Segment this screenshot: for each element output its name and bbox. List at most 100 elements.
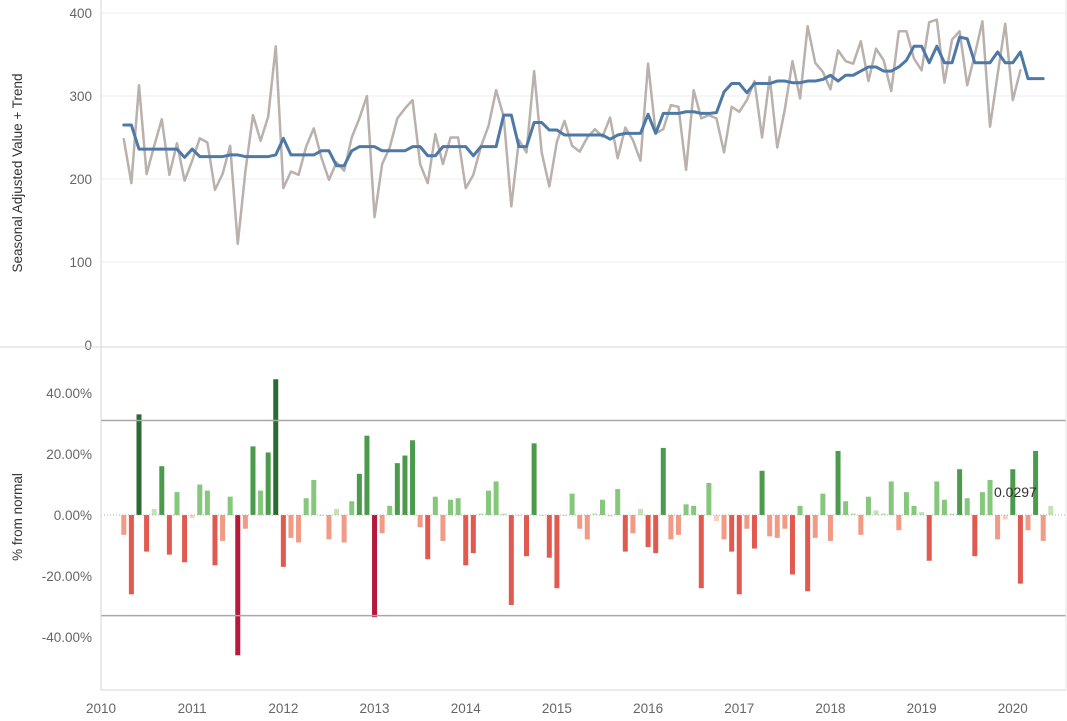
bar bbox=[539, 515, 545, 516]
bar bbox=[934, 481, 940, 515]
bar bbox=[182, 515, 188, 563]
x-tick-label: 2011 bbox=[178, 701, 207, 716]
bar bbox=[174, 492, 180, 516]
bar bbox=[554, 515, 560, 589]
bar bbox=[751, 515, 757, 549]
bottom-y-tick-label: 40.00% bbox=[46, 386, 92, 401]
bar bbox=[425, 515, 431, 560]
bar bbox=[964, 498, 970, 515]
bar bbox=[919, 511, 925, 515]
bar bbox=[136, 414, 142, 515]
bar bbox=[926, 515, 932, 561]
x-tick-label: 2010 bbox=[86, 701, 116, 716]
value-line bbox=[122, 18, 1022, 245]
bar bbox=[729, 515, 735, 552]
bar bbox=[159, 466, 165, 515]
bar bbox=[767, 515, 773, 537]
bar bbox=[820, 493, 826, 515]
bar bbox=[873, 510, 879, 515]
bar bbox=[843, 501, 849, 515]
x-tick-label: 2016 bbox=[633, 701, 663, 716]
bar bbox=[562, 515, 567, 516]
bar bbox=[242, 515, 248, 529]
x-tick-label: 2015 bbox=[542, 701, 572, 716]
bar bbox=[653, 515, 659, 554]
bar bbox=[660, 447, 666, 515]
bar bbox=[789, 515, 795, 575]
bar bbox=[493, 481, 499, 515]
bar bbox=[166, 515, 172, 555]
bar bbox=[1033, 450, 1039, 515]
bar bbox=[486, 490, 492, 515]
bar bbox=[280, 515, 286, 567]
bar bbox=[212, 515, 218, 566]
bar bbox=[372, 515, 378, 618]
bar bbox=[911, 505, 917, 515]
bar bbox=[569, 493, 575, 515]
bar bbox=[827, 515, 833, 541]
bar bbox=[394, 463, 400, 515]
bar bbox=[220, 515, 226, 541]
bar bbox=[835, 450, 841, 515]
x-tick-label: 2019 bbox=[907, 701, 937, 716]
bar bbox=[440, 515, 446, 541]
top-line-series bbox=[122, 18, 1045, 245]
bar bbox=[782, 515, 788, 529]
bar bbox=[622, 515, 628, 552]
bar bbox=[721, 515, 727, 540]
bar bbox=[250, 446, 256, 516]
bar bbox=[508, 515, 514, 605]
x-tick-label: 2013 bbox=[360, 701, 390, 716]
bar bbox=[1002, 515, 1008, 520]
bar bbox=[197, 484, 203, 515]
bar bbox=[858, 515, 864, 535]
bar bbox=[774, 515, 780, 538]
bar bbox=[759, 470, 765, 515]
bar bbox=[432, 496, 438, 515]
bar bbox=[311, 479, 317, 515]
bar bbox=[410, 440, 416, 515]
bar bbox=[797, 505, 803, 515]
bar bbox=[524, 515, 530, 557]
bar bbox=[546, 515, 552, 558]
bar bbox=[957, 469, 963, 515]
top-panel: 0 100 200 300 400 Seasonal Adjusted Value + … bbox=[10, 6, 1066, 353]
top-y-tick-labels: 0 100 200 300 400 bbox=[69, 6, 92, 353]
bar bbox=[668, 515, 674, 540]
bar bbox=[478, 513, 484, 515]
bar bbox=[1010, 469, 1016, 515]
last-value-annotation: 0.0297 bbox=[994, 484, 1037, 500]
bar bbox=[334, 508, 340, 515]
bar bbox=[151, 508, 157, 515]
bar bbox=[1048, 505, 1054, 515]
bar bbox=[865, 496, 871, 515]
bottom-bars bbox=[121, 379, 1054, 656]
bar bbox=[204, 490, 210, 515]
bottom-y-tick-label: -20.00% bbox=[42, 569, 92, 584]
top-y-tick-label: 400 bbox=[69, 6, 92, 21]
top-y-tick-label: 300 bbox=[69, 89, 92, 104]
bar bbox=[683, 504, 689, 515]
bar bbox=[584, 515, 590, 540]
bar bbox=[258, 490, 264, 515]
bar bbox=[463, 515, 469, 566]
bar bbox=[501, 513, 507, 515]
bar bbox=[691, 505, 697, 515]
bar bbox=[1017, 515, 1023, 584]
bar bbox=[349, 501, 355, 515]
top-y-tick-label: 100 bbox=[69, 255, 92, 270]
bar bbox=[698, 515, 704, 589]
bar bbox=[637, 508, 643, 515]
bar bbox=[235, 515, 241, 656]
bar bbox=[379, 515, 385, 534]
bar bbox=[577, 515, 583, 529]
bar bbox=[850, 513, 856, 515]
bar bbox=[888, 481, 894, 515]
bar bbox=[592, 513, 598, 515]
bar bbox=[417, 515, 423, 528]
bar bbox=[364, 435, 370, 515]
top-gridlines bbox=[101, 12, 1066, 263]
bar bbox=[713, 515, 719, 522]
x-tick-label: 2018 bbox=[815, 701, 845, 716]
bottom-y-tick-labels: 40.00% 20.00% 0.00% -20.00% -40.00% bbox=[42, 386, 92, 645]
